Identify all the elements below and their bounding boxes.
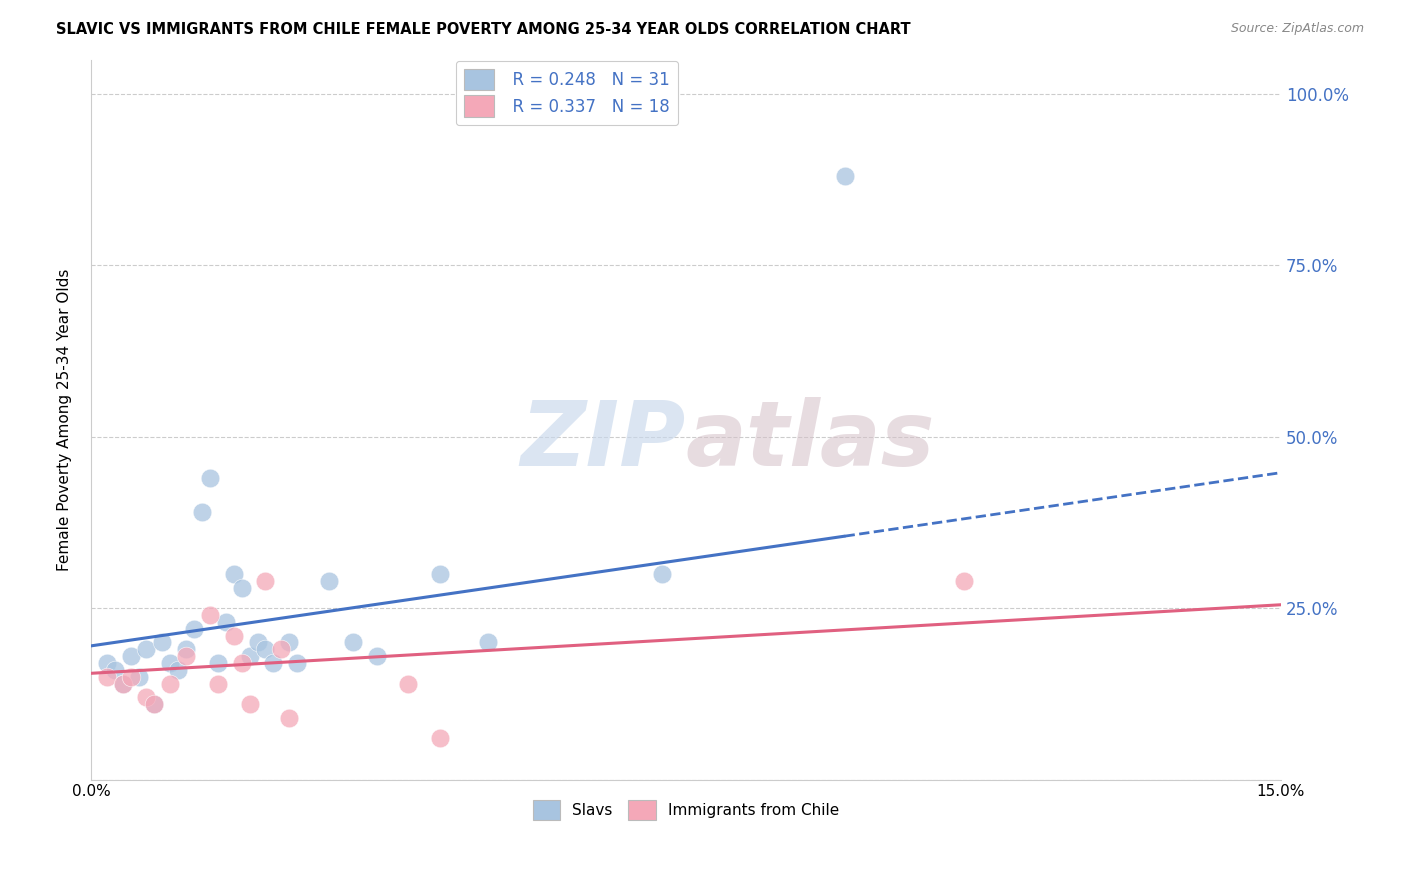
Point <box>231 581 253 595</box>
Point <box>952 574 974 588</box>
Point <box>207 676 229 690</box>
Point <box>285 656 308 670</box>
Point <box>396 676 419 690</box>
Point <box>191 505 214 519</box>
Point <box>111 676 134 690</box>
Point <box>150 635 173 649</box>
Point <box>270 642 292 657</box>
Point <box>198 471 221 485</box>
Point <box>128 670 150 684</box>
Text: SLAVIC VS IMMIGRANTS FROM CHILE FEMALE POVERTY AMONG 25-34 YEAR OLDS CORRELATION: SLAVIC VS IMMIGRANTS FROM CHILE FEMALE P… <box>56 22 911 37</box>
Point <box>159 656 181 670</box>
Point <box>834 169 856 184</box>
Point <box>278 711 301 725</box>
Point <box>96 670 118 684</box>
Point <box>96 656 118 670</box>
Point <box>159 676 181 690</box>
Point <box>342 635 364 649</box>
Point <box>222 629 245 643</box>
Point <box>366 649 388 664</box>
Point <box>477 635 499 649</box>
Point <box>143 697 166 711</box>
Point <box>198 607 221 622</box>
Point <box>143 697 166 711</box>
Point <box>215 615 238 629</box>
Point <box>429 731 451 746</box>
Point <box>239 649 262 664</box>
Point <box>135 690 157 705</box>
Point <box>207 656 229 670</box>
Point <box>262 656 284 670</box>
Point <box>254 642 277 657</box>
Point <box>167 663 190 677</box>
Point <box>104 663 127 677</box>
Point <box>231 656 253 670</box>
Point <box>651 566 673 581</box>
Point <box>239 697 262 711</box>
Text: Source: ZipAtlas.com: Source: ZipAtlas.com <box>1230 22 1364 36</box>
Point <box>111 676 134 690</box>
Text: ZIP: ZIP <box>520 397 686 485</box>
Point <box>174 649 197 664</box>
Point <box>429 566 451 581</box>
Point <box>120 649 142 664</box>
Point <box>278 635 301 649</box>
Text: atlas: atlas <box>686 397 935 485</box>
Point <box>254 574 277 588</box>
Point <box>135 642 157 657</box>
Point <box>183 622 205 636</box>
Legend: Slavs, Immigrants from Chile: Slavs, Immigrants from Chile <box>527 794 845 826</box>
Point <box>222 566 245 581</box>
Point <box>246 635 269 649</box>
Point <box>174 642 197 657</box>
Y-axis label: Female Poverty Among 25-34 Year Olds: Female Poverty Among 25-34 Year Olds <box>58 268 72 571</box>
Point <box>318 574 340 588</box>
Point <box>120 670 142 684</box>
